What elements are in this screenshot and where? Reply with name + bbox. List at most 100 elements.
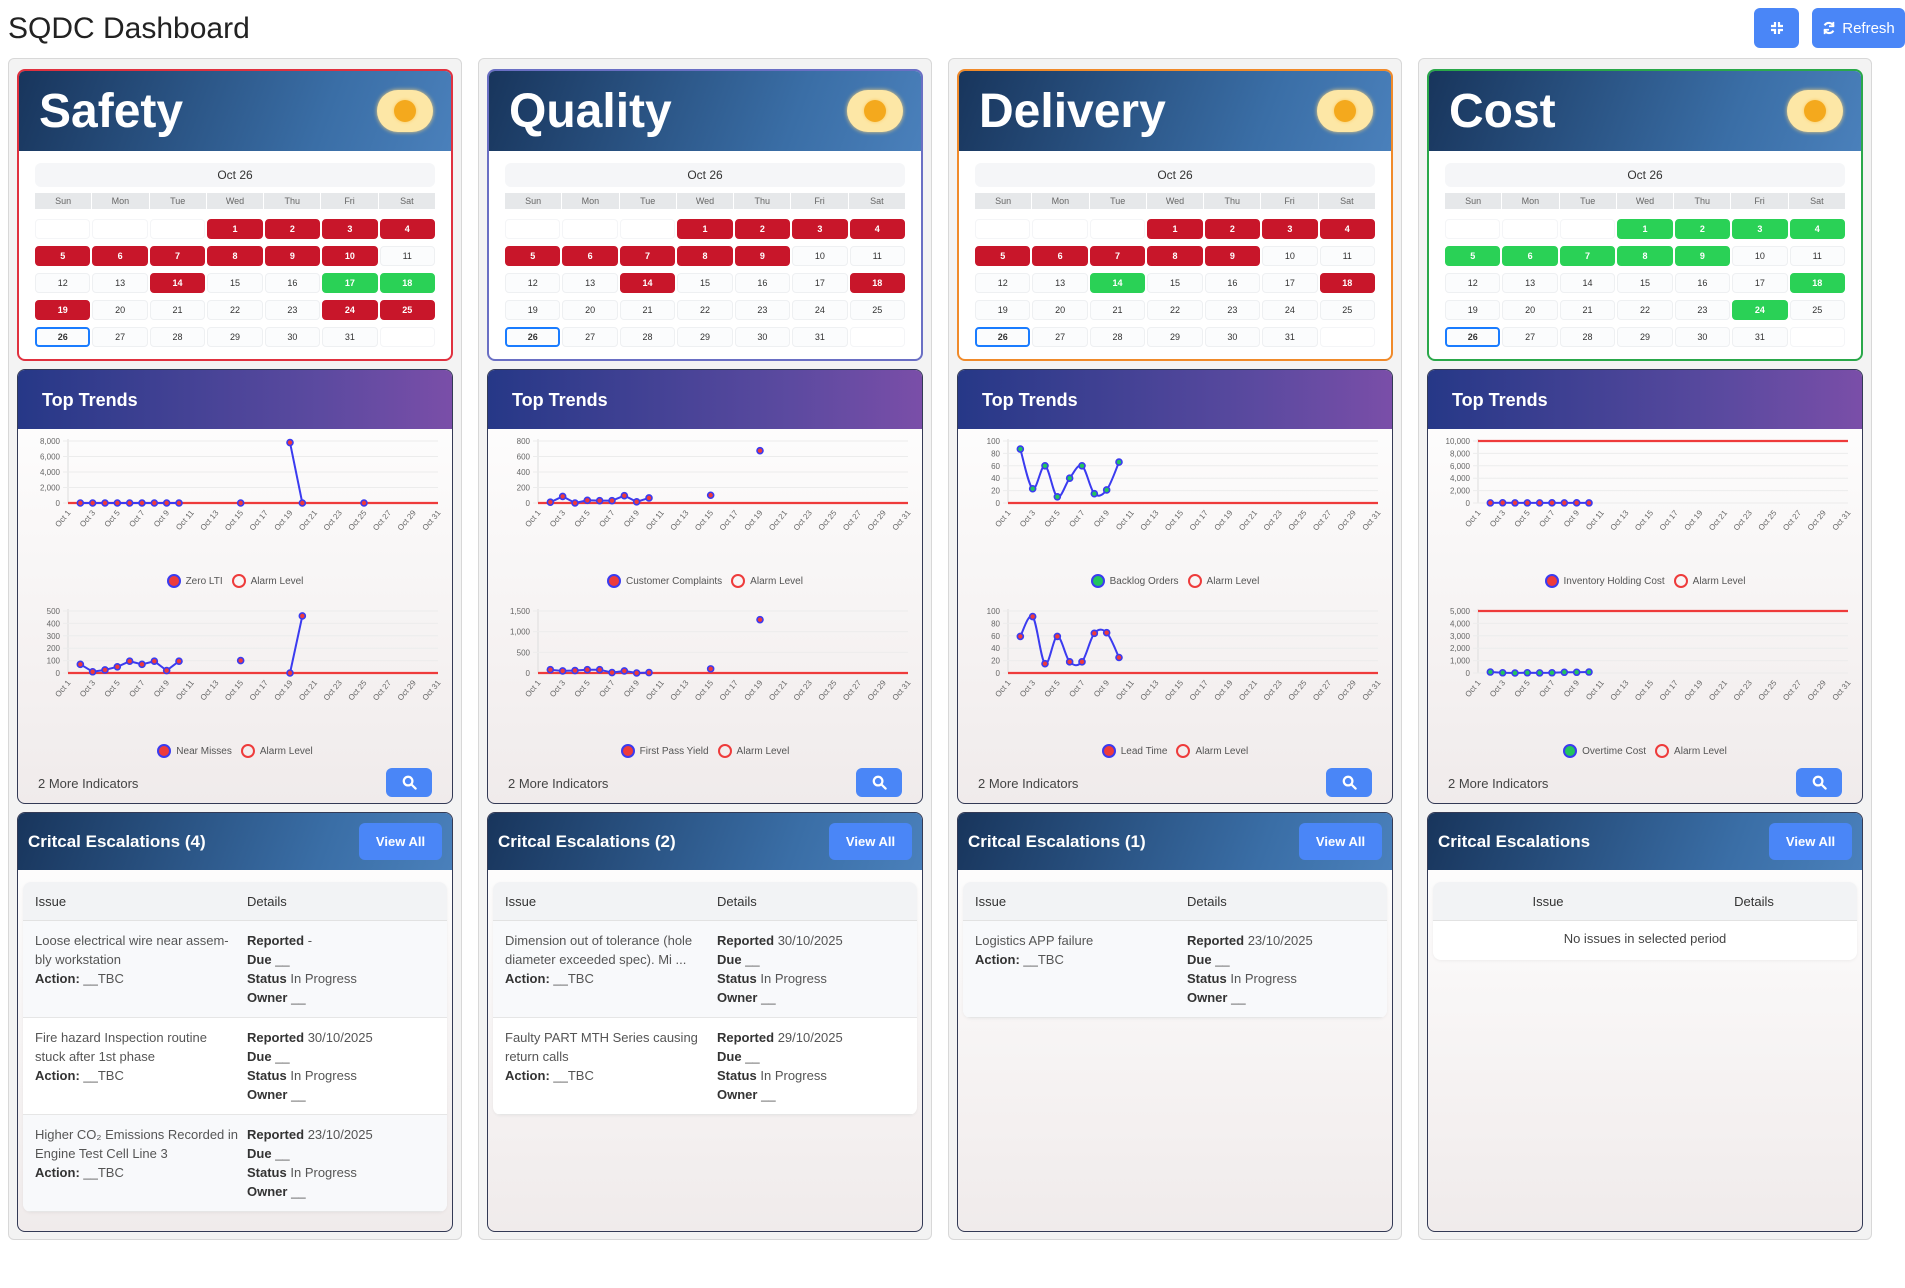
calendar-day[interactable]: 17 <box>322 273 378 293</box>
calendar-day[interactable]: 3 <box>792 219 848 239</box>
calendar-day[interactable]: 6 <box>92 246 148 266</box>
calendar-day[interactable]: 7 <box>149 246 206 266</box>
calendar-day[interactable]: 16 <box>1674 273 1731 293</box>
calendar-day[interactable]: 24 <box>1262 300 1318 320</box>
table-row[interactable]: Loose electrical wire near assem-bly wor… <box>23 921 447 1018</box>
calendar-day[interactable]: 25 <box>1319 300 1375 320</box>
table-row[interactable]: Higher CO₂ Emissions Recorded in Engine … <box>23 1115 447 1212</box>
calendar-day[interactable]: 12 <box>505 273 561 293</box>
table-row[interactable]: Fire hazard Inspection routine stuck aft… <box>23 1018 447 1115</box>
calendar-day[interactable]: 31 <box>792 327 848 347</box>
legend-alarm-label[interactable]: Alarm Level <box>259 745 313 757</box>
calendar-day[interactable]: 24 <box>1732 300 1788 320</box>
calendar-day[interactable]: 9 <box>1674 246 1731 266</box>
calendar-day[interactable]: 2 <box>264 219 321 239</box>
calendar-day[interactable]: 28 <box>1089 327 1146 347</box>
calendar-day[interactable]: 25 <box>1789 300 1845 320</box>
calendar-day[interactable]: 14 <box>1559 273 1616 293</box>
table-row[interactable]: Faulty PART MTH Series causing return ca… <box>493 1018 917 1115</box>
calendar-day[interactable]: 30 <box>1674 327 1731 347</box>
calendar-day[interactable]: 19 <box>505 300 561 320</box>
calendar-day[interactable]: 26 <box>505 327 561 347</box>
calendar-day[interactable]: 20 <box>1032 300 1088 320</box>
calendar-day[interactable]: 19 <box>1445 300 1501 320</box>
legend-alarm-label[interactable]: Alarm Level <box>750 575 803 587</box>
calendar-day[interactable]: 2 <box>1204 219 1261 239</box>
calendar-day[interactable]: 18 <box>1319 273 1375 293</box>
legend-series-label[interactable]: Zero LTI <box>185 575 223 587</box>
calendar-day[interactable]: 5 <box>1445 246 1501 266</box>
calendar-day[interactable]: 13 <box>1502 273 1558 293</box>
calendar-day[interactable]: 1 <box>207 219 263 239</box>
refresh-button[interactable]: Refresh <box>1812 8 1905 48</box>
view-all-button[interactable]: View All <box>359 823 442 860</box>
calendar-day[interactable]: 23 <box>264 300 321 320</box>
calendar-day[interactable]: 9 <box>1204 246 1261 266</box>
calendar-day[interactable]: 11 <box>379 246 435 266</box>
calendar-day[interactable]: 22 <box>677 300 733 320</box>
calendar-day[interactable]: 21 <box>1089 300 1146 320</box>
calendar-day[interactable]: 13 <box>92 273 148 293</box>
search-indicators-button[interactable] <box>386 768 432 797</box>
calendar-day[interactable]: 16 <box>734 273 791 293</box>
calendar-day[interactable]: 24 <box>792 300 848 320</box>
calendar-day[interactable]: 7 <box>1559 246 1616 266</box>
calendar-day[interactable]: 2 <box>1674 219 1731 239</box>
calendar-day[interactable]: 5 <box>35 246 91 266</box>
status-toggle[interactable] <box>847 90 903 132</box>
calendar-day[interactable]: 20 <box>1502 300 1558 320</box>
calendar-month-label[interactable]: Oct 26 <box>1445 163 1845 187</box>
calendar-day[interactable]: 4 <box>1789 219 1845 239</box>
calendar-day[interactable]: 6 <box>1032 246 1088 266</box>
legend-alarm-label[interactable]: Alarm Level <box>250 575 304 587</box>
calendar-day[interactable]: 3 <box>1732 219 1788 239</box>
legend-series-label[interactable]: Inventory Holding Cost <box>1563 575 1665 587</box>
calendar-day[interactable]: 23 <box>734 300 791 320</box>
calendar-day[interactable]: 14 <box>1089 273 1146 293</box>
calendar-day[interactable]: 31 <box>1262 327 1318 347</box>
calendar-day[interactable]: 9 <box>734 246 791 266</box>
calendar-day[interactable]: 5 <box>975 246 1031 266</box>
calendar-day[interactable]: 2 <box>734 219 791 239</box>
calendar-month-label[interactable]: Oct 26 <box>35 163 435 187</box>
calendar-day[interactable]: 26 <box>1445 327 1501 347</box>
calendar-day[interactable]: 11 <box>1789 246 1845 266</box>
search-indicators-button[interactable] <box>1796 768 1842 797</box>
calendar-day[interactable]: 29 <box>1147 327 1203 347</box>
calendar-day[interactable]: 12 <box>1445 273 1501 293</box>
calendar-day[interactable]: 22 <box>1617 300 1673 320</box>
calendar-day[interactable]: 15 <box>207 273 263 293</box>
calendar-day[interactable]: 30 <box>264 327 321 347</box>
calendar-day[interactable]: 23 <box>1204 300 1261 320</box>
calendar-day[interactable]: 27 <box>1502 327 1558 347</box>
calendar-day[interactable]: 31 <box>1732 327 1788 347</box>
legend-alarm-label[interactable]: Alarm Level <box>1674 745 1727 757</box>
legend-series-label[interactable]: First Pass Yield <box>639 745 709 757</box>
calendar-day[interactable]: 4 <box>1319 219 1375 239</box>
calendar-day[interactable]: 12 <box>35 273 91 293</box>
calendar-day[interactable]: 28 <box>1559 327 1616 347</box>
calendar-day[interactable]: 18 <box>1789 273 1845 293</box>
calendar-day[interactable]: 16 <box>264 273 321 293</box>
view-all-button[interactable]: View All <box>1769 823 1852 860</box>
calendar-day[interactable]: 30 <box>1204 327 1261 347</box>
calendar-day[interactable]: 19 <box>975 300 1031 320</box>
legend-series-label[interactable]: Backlog Orders <box>1109 575 1179 587</box>
calendar-day[interactable]: 20 <box>92 300 148 320</box>
calendar-day[interactable]: 27 <box>1032 327 1088 347</box>
calendar-day[interactable]: 13 <box>1032 273 1088 293</box>
calendar-day[interactable]: 14 <box>619 273 676 293</box>
calendar-day[interactable]: 10 <box>1732 246 1788 266</box>
legend-series-label[interactable]: Near Misses <box>176 745 232 757</box>
calendar-day[interactable]: 18 <box>379 273 435 293</box>
calendar-day[interactable]: 3 <box>1262 219 1318 239</box>
table-row[interactable]: Dimension out of tolerance (hole diamete… <box>493 921 917 1018</box>
calendar-month-label[interactable]: Oct 26 <box>505 163 905 187</box>
calendar-day[interactable]: 25 <box>379 300 435 320</box>
calendar-day[interactable]: 14 <box>149 273 206 293</box>
calendar-day[interactable]: 17 <box>792 273 848 293</box>
calendar-day[interactable]: 1 <box>1617 219 1673 239</box>
calendar-day[interactable]: 26 <box>975 327 1031 347</box>
calendar-day[interactable]: 30 <box>734 327 791 347</box>
calendar-day[interactable]: 10 <box>792 246 848 266</box>
